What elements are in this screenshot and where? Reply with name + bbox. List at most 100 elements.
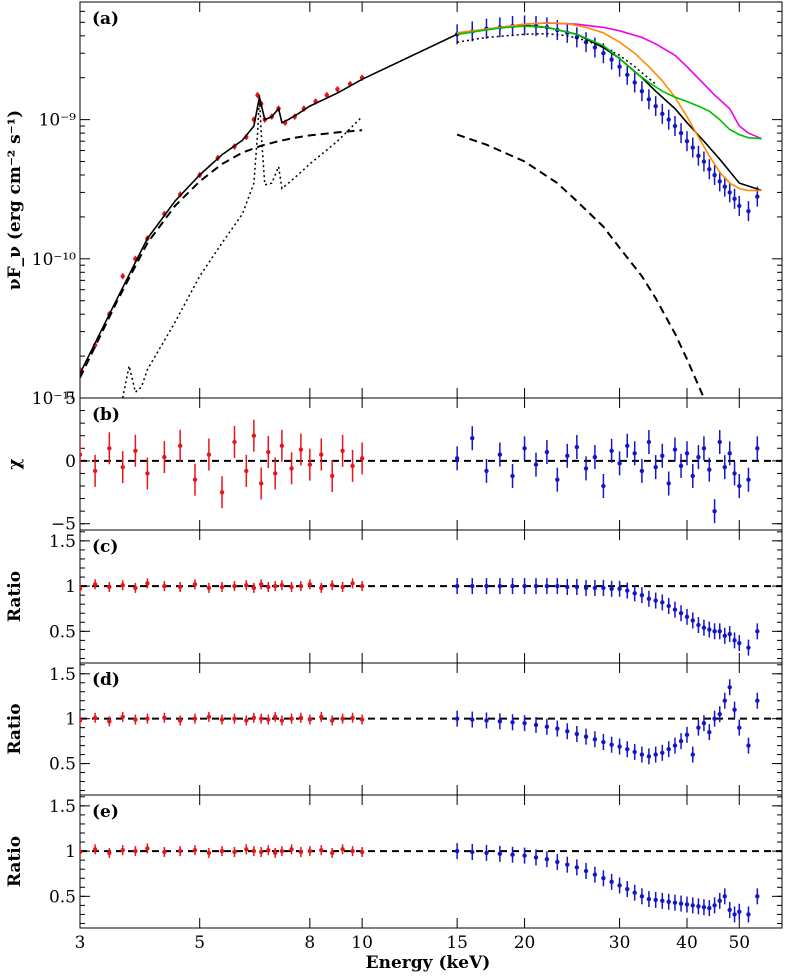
data-point: [145, 846, 150, 851]
y-tick-label: 0: [65, 452, 76, 472]
data-point: [609, 57, 614, 62]
data-point: [639, 752, 645, 757]
data-point: [660, 898, 665, 904]
data-point: [177, 584, 183, 590]
data-point: [732, 471, 737, 476]
data-point: [533, 855, 539, 860]
data-point: [258, 716, 264, 721]
data-point: [289, 847, 294, 852]
model-line-solid: [456, 22, 762, 192]
x-tick-label: 15: [446, 933, 468, 953]
data-point: [470, 583, 475, 589]
data-point: [359, 456, 365, 461]
data-point: [684, 902, 690, 907]
panel-label: (e): [92, 802, 119, 822]
data-point: [678, 611, 684, 616]
data-point: [666, 117, 671, 122]
data-point: [583, 466, 589, 471]
data-point: [289, 466, 294, 471]
data-point: [555, 477, 560, 482]
data-point: [696, 622, 701, 628]
data-point: [522, 853, 527, 858]
y-tick-label: 5: [65, 389, 76, 409]
data-point: [625, 886, 630, 892]
data-point: [510, 720, 515, 725]
x-tick-label: 20: [514, 933, 536, 953]
data-point: [755, 698, 760, 703]
data-point: [544, 449, 550, 455]
panel-label: (d): [92, 670, 120, 690]
panel-d-frame: [79, 662, 783, 796]
data-point: [107, 584, 112, 590]
series-data-blue: [454, 578, 760, 656]
data-point: [592, 45, 598, 50]
y-tick-label: 0.5: [49, 622, 76, 642]
y-tick-label: 1.5: [49, 665, 76, 685]
y-tick-label: 1.5: [49, 532, 76, 552]
data-point: [660, 600, 665, 605]
data-point: [625, 747, 630, 752]
data-point: [684, 451, 690, 456]
panel-label: (a): [92, 9, 119, 29]
data-point: [266, 717, 271, 722]
data-point: [653, 464, 658, 470]
data-point: [755, 894, 760, 899]
panel-d: 1.5 1 0.5 (d) Ratio: [5, 662, 783, 796]
data-point: [617, 461, 622, 466]
data-point: [722, 894, 727, 899]
data-point: [625, 443, 630, 448]
data-point: [666, 899, 671, 904]
data-point: [266, 847, 271, 853]
y-tick-label: 1.5: [49, 797, 76, 817]
data-point: [133, 717, 138, 722]
data-point: [712, 172, 717, 178]
data-point: [251, 585, 257, 591]
data-point: [329, 473, 335, 479]
data-point: [592, 872, 598, 877]
series-data-red: [80, 419, 365, 509]
data-point: [625, 588, 630, 593]
data-point: [484, 718, 489, 723]
data-point: [251, 433, 257, 438]
data-point: [232, 849, 237, 855]
data-point: [272, 850, 278, 856]
data-point: [574, 865, 580, 870]
data-point: [145, 581, 150, 586]
panel-label: (b): [92, 405, 120, 425]
data-point: [678, 130, 684, 136]
data-point: [162, 715, 167, 720]
data-point: [746, 912, 751, 917]
data-point: [678, 901, 684, 906]
data-point: [639, 468, 645, 474]
series-dashed: [456, 133, 705, 398]
data-point: [632, 749, 637, 755]
data-point: [601, 739, 606, 745]
data-point: [80, 452, 83, 457]
data-point: [660, 111, 665, 117]
data-point: [717, 629, 722, 634]
data-point: [592, 737, 598, 742]
data-point: [660, 750, 665, 755]
series-solid: [456, 22, 762, 140]
data-point: [690, 618, 695, 623]
data-point: [617, 883, 622, 888]
data-point: [510, 583, 515, 589]
data-point: [666, 481, 671, 486]
data-point: [696, 153, 701, 158]
data-point: [107, 850, 112, 856]
data-point: [555, 583, 560, 589]
data-point: [319, 452, 324, 457]
data-point: [510, 473, 515, 479]
data-point: [162, 454, 167, 460]
series-solid: [456, 25, 762, 140]
data-point: [696, 904, 701, 909]
data-point: [340, 448, 345, 453]
data-point: [244, 468, 249, 474]
data-point: [722, 698, 727, 703]
data-point: [653, 103, 658, 109]
data-point: [219, 717, 225, 722]
data-point: [574, 584, 580, 590]
data-point: [258, 849, 264, 855]
data-point: [279, 582, 285, 588]
